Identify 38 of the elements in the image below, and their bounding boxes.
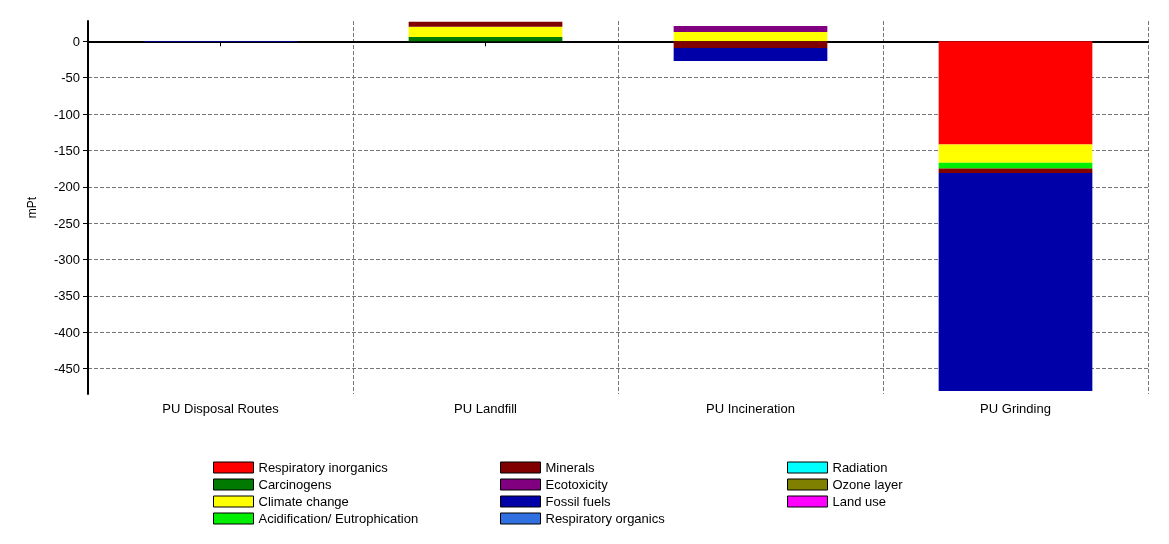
legend-label: Respiratory inorganics [258, 460, 389, 475]
y-axis-title: mPt [25, 196, 39, 219]
y-tick-label: -300 [53, 251, 80, 267]
legend-label: Ozone layer [832, 477, 904, 492]
legend-label: Minerals [545, 460, 596, 475]
bar [408, 21, 563, 27]
bar [938, 41, 1093, 145]
bar [673, 26, 828, 32]
y-tick-label: -150 [53, 142, 80, 158]
x-tick-label: PU Incineration [706, 401, 795, 416]
legend-label: Ecotoxicity [545, 477, 609, 492]
x-tick-label: PU Landfill [454, 401, 518, 416]
y-tick-label: -350 [53, 288, 80, 304]
bar [938, 172, 1093, 392]
y-tick-label: -200 [53, 179, 80, 195]
legend-label: Climate change [258, 494, 349, 509]
y-tick-label: -50 [61, 70, 80, 86]
y-tick-label: -400 [53, 324, 80, 340]
legend-label: Radiation [832, 460, 888, 475]
legend-label: Fossil fuels [545, 494, 612, 509]
bar [673, 47, 828, 61]
legend-label: Respiratory organics [545, 511, 666, 526]
bar [938, 162, 1093, 169]
legend-label: Carcinogens [258, 477, 332, 492]
y-tick-label: -100 [53, 106, 80, 122]
bar [938, 168, 1093, 173]
bar [408, 26, 563, 37]
bar [673, 31, 828, 42]
bar [938, 144, 1093, 163]
y-tick-label: 0 [72, 33, 80, 49]
y-tick-label: -450 [53, 361, 80, 377]
y-tick-label: -250 [53, 215, 80, 231]
bar [673, 41, 828, 48]
bar [408, 37, 563, 42]
x-tick-label: PU Disposal Routes [162, 401, 280, 416]
legend-label: Acidification/ Eutrophication [258, 511, 419, 526]
x-tick-label: PU Grinding [980, 401, 1051, 416]
legend-label: Land use [832, 494, 886, 509]
